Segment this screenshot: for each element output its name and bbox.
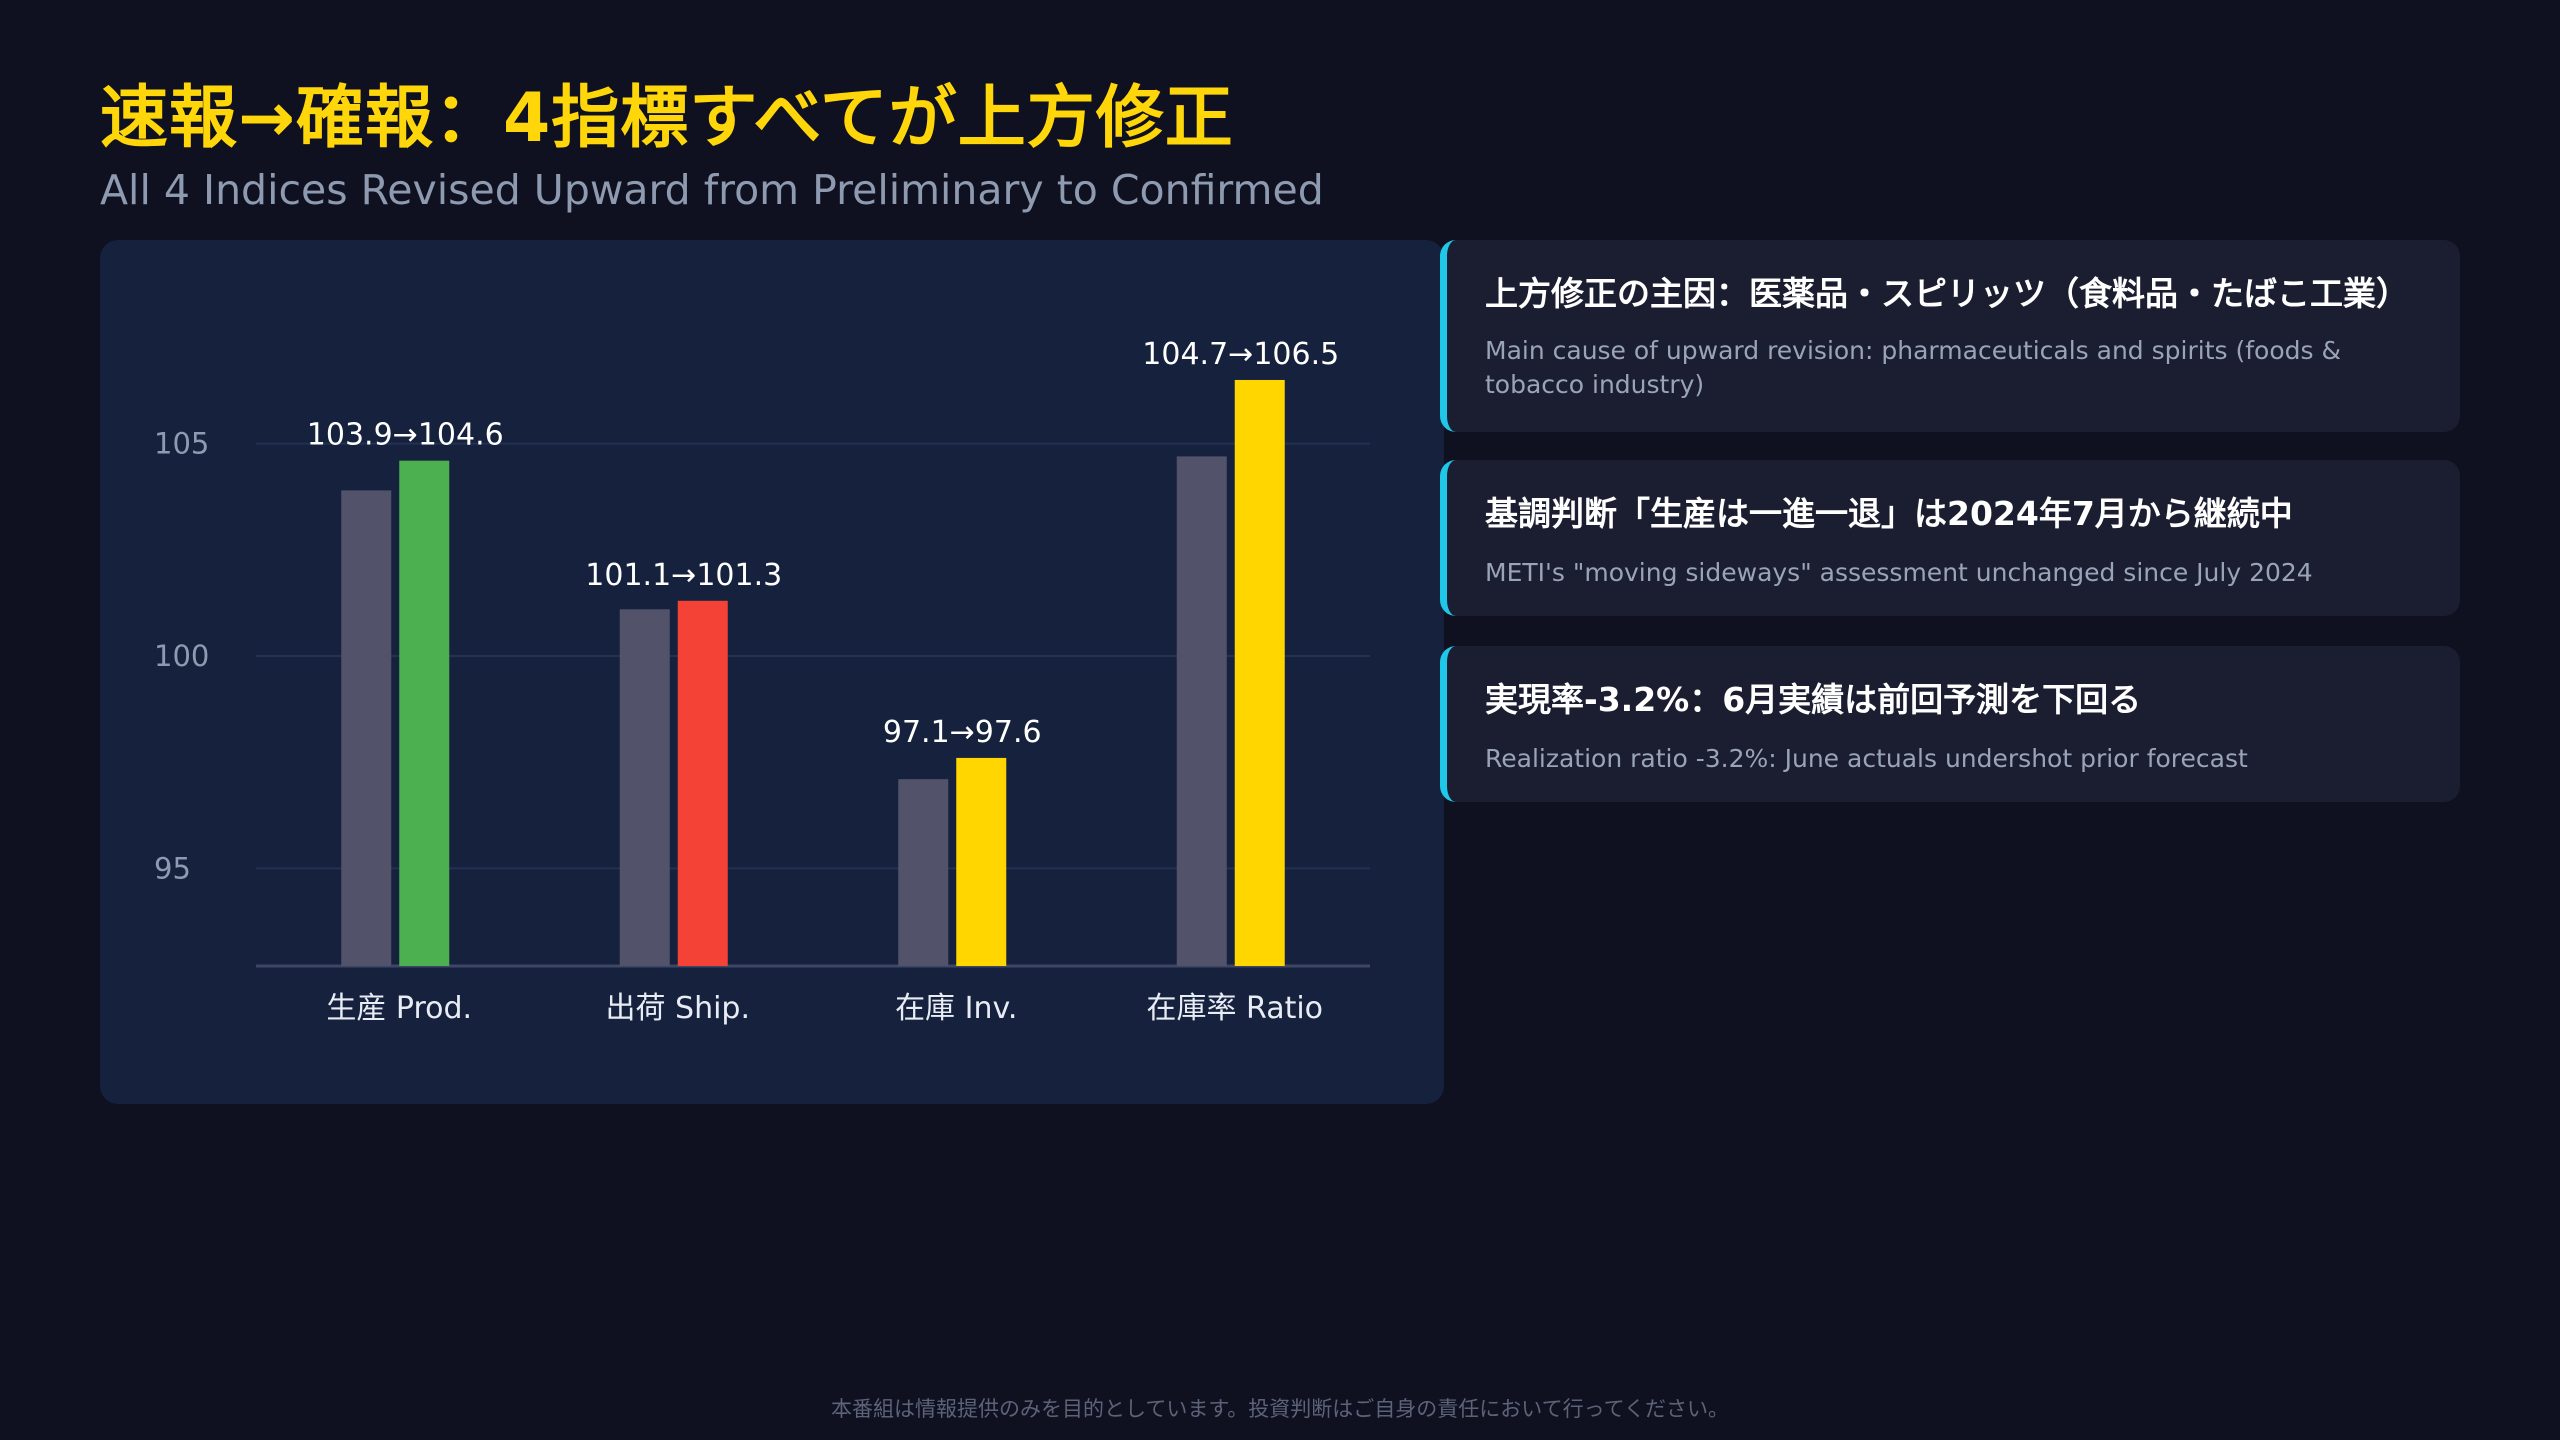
x-category-label: 在庫 Inv.: [895, 991, 1017, 1026]
bar-confirmed: [399, 460, 450, 966]
bar-chart: 95 100 105 103.9→104.6 生産 Prod. 101.1→101.3 出荷…: [154, 337, 1370, 1026]
x-category-label: 在庫率 Ratio: [1146, 991, 1323, 1026]
card-subtitle: METI's "moving sideways" assessment unch…: [1485, 557, 2313, 587]
card-subtitle: Realization ratio -3.2%: June actuals un…: [1485, 743, 2248, 773]
bar-confirmed: [956, 757, 1007, 966]
card-title: 上方修正の主因：医薬品・スピリッツ（食料品・たばこ工業）: [1485, 274, 2409, 313]
data-label: 97.1→97.6: [883, 715, 1042, 750]
bar-preliminary: [619, 609, 670, 966]
disclaimer: 本番組は情報提供のみを目的としています。投資判断はご自身の責任において行ってくだ…: [831, 1397, 1729, 1421]
card-subtitle: Main cause of upward revision: pharmaceu…: [1485, 335, 2341, 400]
data-label: 103.9→104.6: [307, 418, 504, 453]
bar-confirmed: [677, 600, 728, 966]
page-title: 速報→確報：4指標すべてが上方修正: [100, 79, 1234, 158]
x-category-label: 出荷 Ship.: [605, 991, 750, 1026]
card-title: 実現率-3.2%：6月実績は前回予測を下回る: [1485, 680, 2142, 719]
insight-card-realization: 実現率-3.2%：6月実績は前回予測を下回る Realization ratio…: [1440, 646, 2460, 802]
data-label: 101.1→101.3: [585, 558, 782, 593]
bar-preliminary: [898, 779, 949, 966]
card-title: 基調判断「生産は一進一退」は2024年7月から継続中: [1485, 494, 2293, 533]
data-label: 104.7→106.5: [1142, 337, 1339, 372]
y-tick-label: 95: [154, 851, 191, 885]
bar-confirmed: [1234, 379, 1285, 966]
bar-preliminary: [341, 490, 392, 966]
y-tick-label: 105: [154, 427, 209, 461]
y-tick-label: 100: [154, 639, 209, 673]
page-subtitle: All 4 Indices Revised Upward from Prelim…: [100, 166, 1324, 214]
chart-panel: 95 100 105 103.9→104.6 生産 Prod. 101.1→101.3 出荷…: [100, 240, 1444, 1104]
insight-card-assessment: 基調判断「生産は一進一退」は2024年7月から継続中 METI's "movin…: [1440, 460, 2460, 616]
insight-card-main-cause: 上方修正の主因：医薬品・スピリッツ（食料品・たばこ工業） Main cause …: [1440, 240, 2460, 432]
x-category-label: 生産 Prod.: [326, 991, 472, 1026]
bar-preliminary: [1176, 456, 1227, 966]
